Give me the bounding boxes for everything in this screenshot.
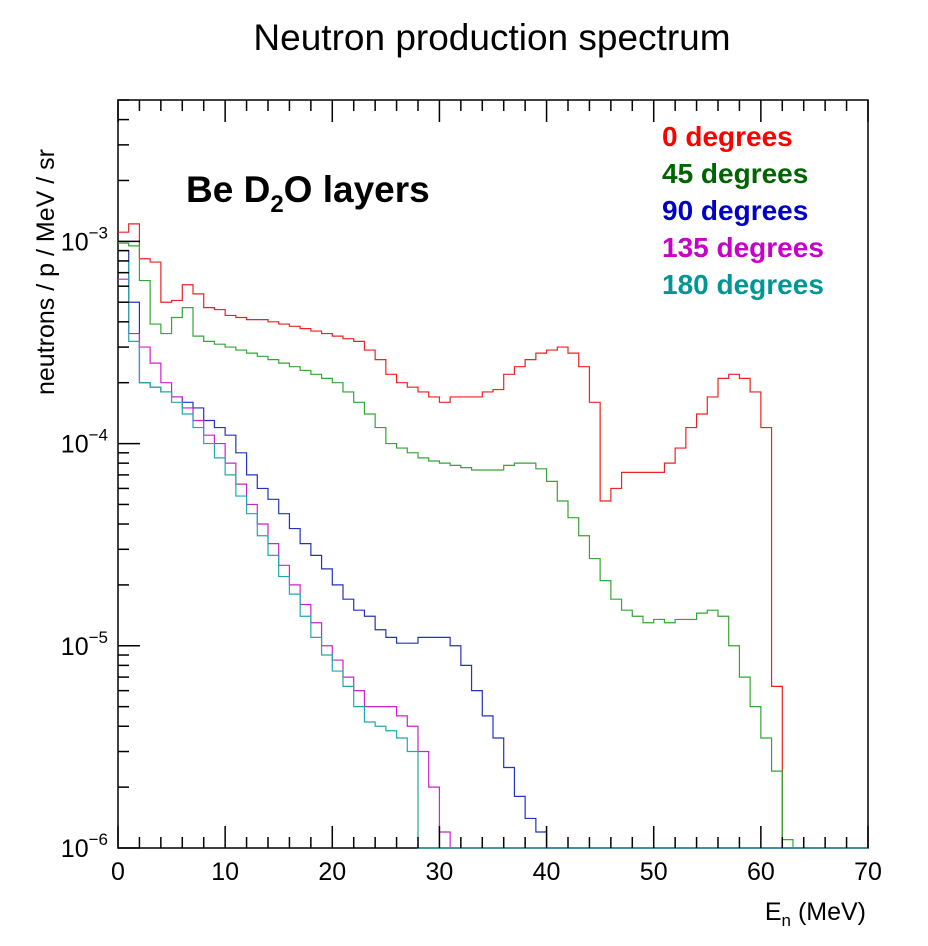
y-tick-base: 10 <box>61 835 89 863</box>
y-tick-label: 10−3 <box>61 223 108 256</box>
y-tick-base: 10 <box>61 228 89 256</box>
series-90-degrees <box>118 250 868 849</box>
y-axis-label: neutrons / p / MeV / sr <box>32 149 60 395</box>
annotation: Be D2O layers <box>186 169 430 218</box>
y-tick-exponent: −5 <box>89 628 108 647</box>
y-tick-exponent: −4 <box>89 426 108 445</box>
x-axis-label-sub: n <box>782 911 791 930</box>
annotation-suffix: O layers <box>284 169 430 210</box>
y-tick-label: 10−4 <box>61 426 108 459</box>
y-axis: 10−610−510−410−3 <box>61 99 140 863</box>
y-tick-label: 10−6 <box>61 830 108 863</box>
y-tick-base: 10 <box>61 431 89 459</box>
y-tick-exponent: −6 <box>89 830 108 849</box>
legend-entry: 135 degrees <box>662 232 824 263</box>
legend-entry: 45 degrees <box>662 158 808 189</box>
chart-title: Neutron production spectrum <box>253 17 730 58</box>
x-tick-label: 40 <box>533 858 561 886</box>
x-tick-label: 0 <box>111 858 125 886</box>
y-tick-exponent: −3 <box>89 223 108 242</box>
legend-entry: 0 degrees <box>662 121 793 152</box>
x-tick-label: 20 <box>318 858 346 886</box>
y-tick-base: 10 <box>61 633 89 661</box>
x-axis-label-main: E <box>765 898 782 926</box>
legend: 0 degrees 45 degrees 90 degrees 135 degrees… <box>662 121 824 300</box>
x-tick-label: 60 <box>747 858 775 886</box>
x-axis-label: En (MeV) <box>765 898 866 930</box>
series-180-degrees <box>118 260 868 849</box>
x-tick-label: 50 <box>640 858 668 886</box>
x-tick-label: 70 <box>854 858 882 886</box>
x-tick-label: 10 <box>211 858 239 886</box>
annotation-prefix: Be D <box>186 169 270 210</box>
annotation-sub: 2 <box>270 191 283 218</box>
legend-entry: 90 degrees <box>662 195 808 226</box>
x-axis: 0 10 20 30 40 50 60 70 <box>111 100 882 886</box>
y-tick-label: 10−5 <box>61 628 108 661</box>
series-0-degrees <box>118 223 868 849</box>
legend-entry: 180 degrees <box>662 269 824 300</box>
x-axis-label-unit: (MeV) <box>791 898 866 926</box>
series-layer <box>118 223 868 849</box>
x-tick-label: 30 <box>426 858 454 886</box>
series-135-degrees <box>118 278 868 849</box>
series-45-degrees <box>118 242 868 849</box>
